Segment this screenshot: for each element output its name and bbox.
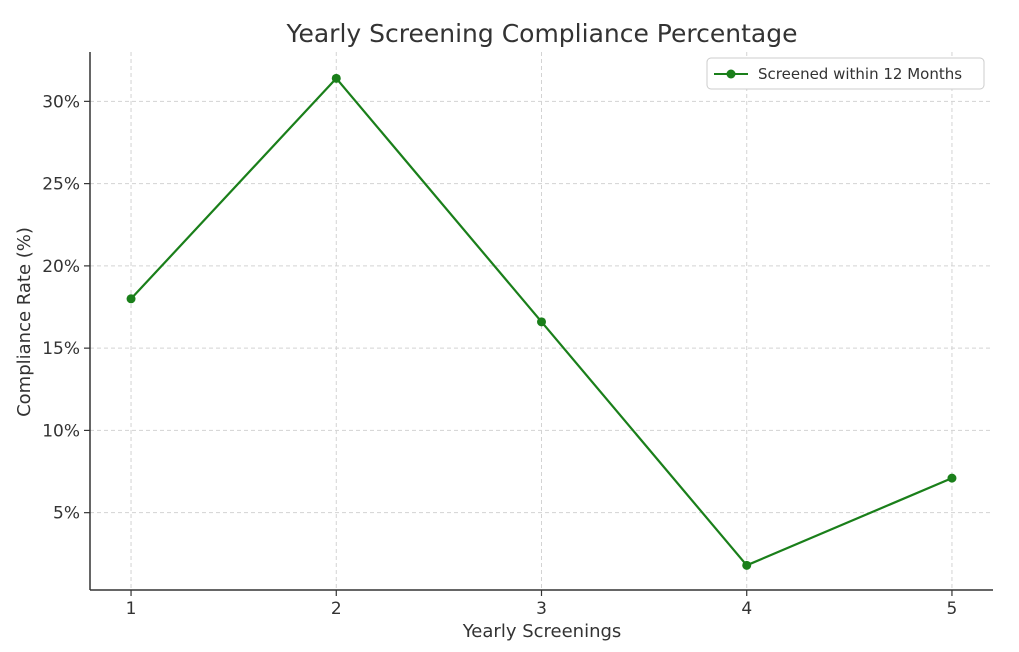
y-tick-label: 25% bbox=[42, 175, 80, 195]
x-tick-label: 5 bbox=[947, 599, 958, 619]
grid-lines bbox=[90, 52, 993, 590]
data-point bbox=[331, 73, 341, 83]
y-axis-label: Compliance Rate (%) bbox=[14, 227, 35, 417]
y-tick-label: 10% bbox=[42, 421, 80, 441]
y-tick-label: 20% bbox=[42, 257, 80, 277]
x-tick-label: 3 bbox=[536, 599, 547, 619]
data-point bbox=[742, 560, 752, 570]
data-point bbox=[537, 317, 546, 327]
x-tick-label: 1 bbox=[126, 599, 137, 619]
x-axis-label: Yearly Screenings bbox=[462, 621, 622, 642]
y-tick-label: 30% bbox=[42, 92, 80, 112]
data-series bbox=[126, 73, 957, 570]
legend-entry-label: Screened within 12 Months bbox=[758, 65, 962, 83]
chart-title: Yearly Screening Compliance Percentage bbox=[286, 19, 798, 48]
legend-box bbox=[706, 57, 985, 90]
data-point bbox=[126, 294, 136, 304]
legend: Screened within 12 Months bbox=[706, 57, 985, 90]
x-tick-label: 4 bbox=[741, 599, 752, 619]
y-tick-label: 5% bbox=[53, 504, 80, 524]
x-tick-label: 2 bbox=[331, 599, 342, 619]
y-tick-label: 15% bbox=[42, 339, 80, 359]
axes bbox=[84, 52, 993, 596]
data-point bbox=[947, 473, 957, 483]
tick-labels: 1 2 3 4 5 5% 10% 15% 20% 25% 30% bbox=[42, 92, 957, 619]
legend-marker-swatch bbox=[726, 69, 736, 79]
